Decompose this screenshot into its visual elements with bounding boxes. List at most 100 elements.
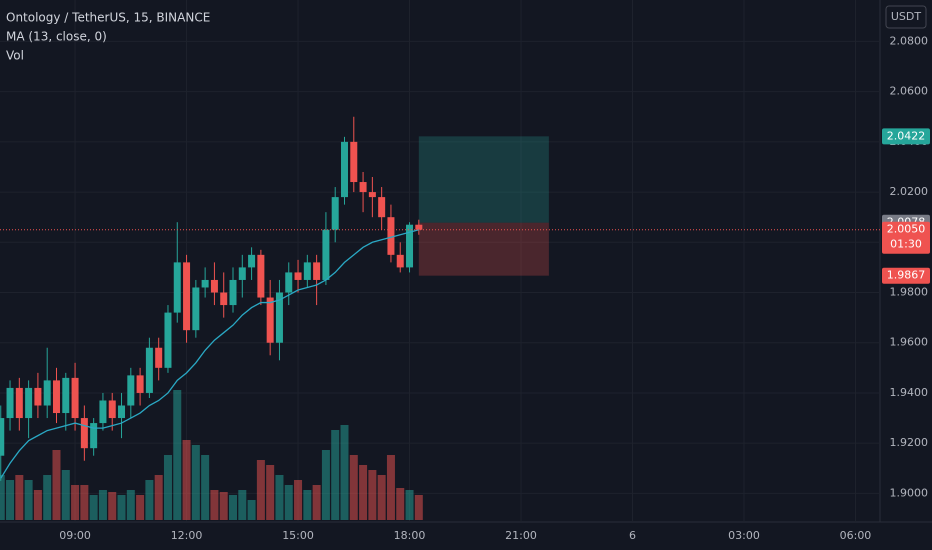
volume-bar bbox=[210, 490, 219, 520]
candle-body bbox=[238, 267, 246, 280]
candle-body bbox=[108, 400, 116, 419]
candle-body bbox=[0, 418, 5, 456]
candle-body bbox=[118, 405, 126, 419]
candle-body bbox=[34, 387, 42, 406]
candle-body bbox=[52, 380, 60, 414]
candle-body bbox=[331, 197, 339, 230]
candle-body bbox=[210, 279, 218, 293]
x-tick-label: 09:00 bbox=[59, 529, 91, 542]
candle-body bbox=[127, 375, 135, 406]
candle-body bbox=[229, 279, 237, 306]
candle-body bbox=[285, 272, 293, 293]
y-tick-label: 2.0200 bbox=[890, 185, 929, 198]
price-label: 2.0422 bbox=[887, 129, 926, 142]
candle-body bbox=[396, 254, 404, 268]
volume-bar bbox=[6, 480, 15, 520]
y-tick-label: 1.9600 bbox=[890, 336, 929, 349]
volume-bar bbox=[238, 490, 247, 520]
volume-bar bbox=[201, 455, 210, 520]
volume-bar bbox=[247, 500, 256, 520]
volume-bar bbox=[80, 485, 89, 520]
candle-body bbox=[192, 287, 200, 331]
candle-body bbox=[6, 387, 14, 419]
candle-body bbox=[257, 254, 265, 298]
x-tick-label: 18:00 bbox=[394, 529, 426, 542]
candle-body bbox=[173, 262, 181, 313]
volume-bar bbox=[359, 465, 368, 520]
candle-body bbox=[71, 377, 79, 419]
candle-body bbox=[322, 229, 330, 280]
chart-title: Ontology / TetherUS, 15, BINANCE bbox=[6, 11, 210, 25]
x-tick-label: 6 bbox=[629, 529, 636, 542]
volume-bar bbox=[331, 430, 340, 520]
stop-zone bbox=[418, 222, 549, 276]
volume-bar bbox=[312, 485, 321, 520]
price-label-box bbox=[882, 128, 930, 145]
countdown: 01:30 bbox=[890, 238, 922, 251]
volume-bar bbox=[163, 455, 172, 520]
candle-body bbox=[350, 141, 358, 183]
candle-body bbox=[90, 423, 98, 449]
volume-bar bbox=[303, 490, 312, 520]
volume-bar bbox=[219, 492, 228, 520]
volume-bar bbox=[229, 495, 238, 520]
candle-body bbox=[155, 347, 163, 368]
volume-bar bbox=[117, 495, 126, 520]
candle-body bbox=[266, 297, 274, 343]
currency[interactable]: USDT bbox=[891, 10, 922, 23]
volume-bar bbox=[154, 475, 163, 520]
x-tick-label: 12:00 bbox=[171, 529, 203, 542]
y-tick-label: 1.9800 bbox=[890, 286, 929, 299]
volume-bar bbox=[61, 470, 70, 520]
candle-body bbox=[313, 262, 321, 280]
candle-body bbox=[406, 224, 414, 268]
volume-bar bbox=[71, 485, 80, 520]
volume-bar bbox=[136, 495, 145, 520]
x-tick-label: 06:00 bbox=[840, 529, 872, 542]
y-tick-label: 2.0800 bbox=[890, 34, 929, 47]
candle-body bbox=[43, 380, 51, 406]
plot bbox=[0, 116, 880, 520]
volume-bar bbox=[33, 490, 42, 520]
ma-legend: MA (13, close, 0) bbox=[6, 30, 107, 44]
candle-body bbox=[80, 418, 88, 449]
candle-body bbox=[164, 312, 172, 368]
candle-body bbox=[183, 262, 191, 331]
candle-body bbox=[25, 387, 33, 419]
price-label: 1.9867 bbox=[887, 269, 926, 282]
candle-body bbox=[145, 347, 153, 393]
price-label-box bbox=[882, 267, 930, 284]
volume-legend: Vol bbox=[6, 49, 24, 63]
x-tick-label: 21:00 bbox=[505, 529, 537, 542]
volume-bar bbox=[89, 495, 98, 520]
candle-body bbox=[15, 387, 23, 419]
y-tick-label: 1.9000 bbox=[890, 486, 929, 499]
price-label-box bbox=[882, 221, 930, 254]
candle-body bbox=[415, 224, 423, 230]
volume-bar bbox=[182, 440, 191, 520]
volume-bar bbox=[266, 465, 275, 520]
volume-bar bbox=[191, 445, 200, 520]
volume-bar bbox=[284, 485, 293, 520]
volume-bar bbox=[145, 480, 154, 520]
currency-box[interactable] bbox=[885, 5, 927, 29]
y-tick-label: 1.9200 bbox=[890, 436, 929, 449]
price-label: 2.0050 bbox=[887, 223, 926, 236]
candle-body bbox=[99, 400, 107, 424]
volume-bar bbox=[15, 475, 24, 520]
volume-bar bbox=[52, 450, 61, 520]
candle-body bbox=[136, 375, 144, 393]
volume-bar bbox=[368, 470, 377, 520]
volume-bar bbox=[386, 455, 395, 520]
volume-bar bbox=[396, 488, 405, 520]
candle-body bbox=[359, 182, 367, 193]
volume-bar bbox=[256, 460, 265, 520]
candle-body bbox=[368, 192, 376, 198]
y-tick-label: 1.9400 bbox=[890, 386, 929, 399]
volume-bar bbox=[377, 475, 386, 520]
volume-bar bbox=[24, 480, 33, 520]
volume-bar bbox=[173, 390, 182, 520]
candle-body bbox=[387, 217, 395, 255]
y-tick-label: 2.0600 bbox=[890, 85, 929, 98]
